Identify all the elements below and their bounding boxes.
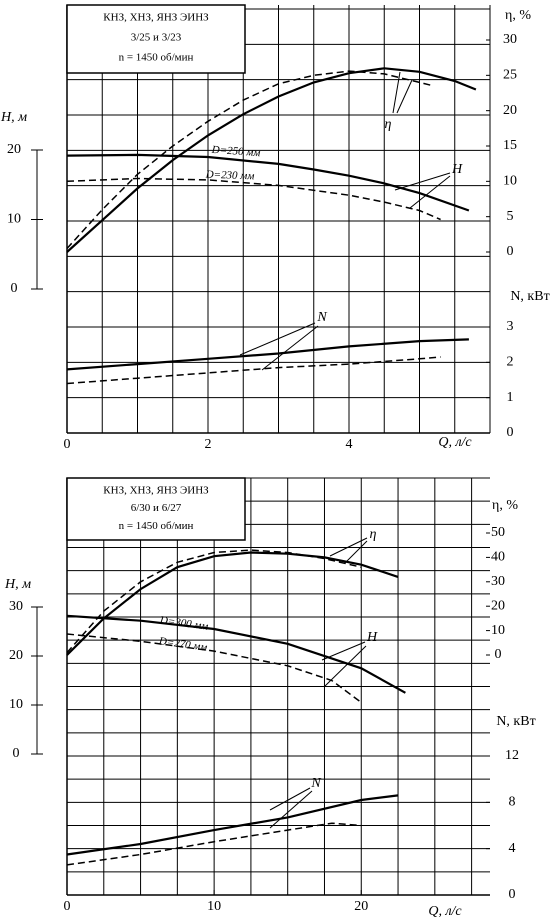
y2-tick-label: 15 bbox=[503, 138, 517, 153]
y3-tick-label: 8 bbox=[509, 795, 516, 810]
curve bbox=[66, 67, 477, 253]
leader-line bbox=[239, 322, 316, 356]
curve bbox=[66, 551, 399, 656]
curve bbox=[66, 338, 469, 371]
y-axis-label: H, м bbox=[4, 577, 31, 592]
annotation: η bbox=[385, 117, 392, 132]
y2-tick-label: 10 bbox=[491, 623, 505, 638]
title-box bbox=[66, 4, 246, 74]
leader-line bbox=[261, 325, 319, 371]
chart-title: КНЗ, ХНЗ, ЯНЗ ЭИНЗ bbox=[103, 12, 209, 24]
curve bbox=[66, 177, 441, 221]
leader-line bbox=[392, 71, 401, 114]
y2-tick-label: 25 bbox=[503, 68, 517, 83]
y3-tick-label: 2 bbox=[507, 355, 514, 370]
annotation: D=230 мм bbox=[204, 169, 254, 183]
leader-line bbox=[344, 540, 368, 564]
leader-line bbox=[269, 790, 313, 829]
y2-tick-label: 0 bbox=[507, 244, 514, 259]
x-tick-label: 4 bbox=[346, 437, 353, 452]
annotation: N bbox=[310, 776, 321, 791]
y2-axis-label: η, % bbox=[505, 8, 531, 23]
curve bbox=[66, 794, 399, 856]
y3-tick-label: 1 bbox=[507, 390, 514, 405]
curve bbox=[66, 356, 441, 385]
leader-line bbox=[269, 787, 311, 811]
annotation: D=270 мм bbox=[157, 635, 208, 654]
y-tick-label: 10 bbox=[7, 212, 21, 227]
y2-tick-label: 30 bbox=[503, 32, 517, 47]
leader-line bbox=[329, 537, 368, 557]
chart-title: n = 1450 об/мин bbox=[119, 520, 194, 532]
annotation: H bbox=[366, 630, 378, 645]
x-tick-label: 2 bbox=[205, 437, 212, 452]
y-tick-label: 10 bbox=[9, 697, 23, 712]
y2-tick-label: 40 bbox=[491, 550, 505, 565]
y2-axis-label: η, % bbox=[492, 498, 518, 513]
x-tick-label: 20 bbox=[354, 899, 368, 914]
y3-axis-label: N, кВт bbox=[496, 714, 535, 729]
x-tick-label: 10 bbox=[207, 899, 221, 914]
y2-tick-label: 10 bbox=[503, 174, 517, 189]
y3-tick-label: 4 bbox=[509, 841, 516, 856]
leader-line bbox=[324, 645, 367, 687]
chart-title: 3/25 и 3/23 bbox=[131, 32, 182, 44]
chart-title: n = 1450 об/мин bbox=[119, 52, 194, 64]
y2-tick-label: 5 bbox=[507, 209, 514, 224]
leader-line bbox=[396, 79, 413, 114]
curve bbox=[66, 153, 470, 212]
annotation: D=250 мм bbox=[210, 144, 260, 159]
y-tick-label: 30 bbox=[9, 599, 23, 614]
x-tick-label: 0 bbox=[64, 899, 71, 914]
x-axis-label: Q, л/с bbox=[438, 435, 472, 450]
x-axis-label: Q, л/с bbox=[428, 904, 462, 919]
curve bbox=[66, 549, 362, 654]
x-tick-label: 0 bbox=[64, 437, 71, 452]
y2-tick-label: 20 bbox=[503, 103, 517, 118]
y-tick-label: 20 bbox=[9, 648, 23, 663]
annotation: η bbox=[370, 527, 377, 542]
curve bbox=[66, 822, 362, 866]
curve bbox=[66, 633, 362, 704]
y3-tick-label: 12 bbox=[505, 748, 519, 763]
y2-tick-label: 20 bbox=[491, 598, 505, 613]
y3-tick-label: 0 bbox=[507, 425, 514, 440]
curve bbox=[66, 70, 434, 250]
y-tick-label: 0 bbox=[11, 281, 18, 296]
annotation: N bbox=[316, 310, 327, 325]
annotation: H bbox=[451, 162, 463, 177]
y3-tick-label: 3 bbox=[507, 319, 514, 334]
leader-line bbox=[409, 175, 451, 209]
y2-tick-label: 0 bbox=[495, 647, 502, 662]
y2-tick-label: 50 bbox=[491, 525, 505, 540]
y2-tick-label: 30 bbox=[491, 574, 505, 589]
y-axis-label: H, м bbox=[0, 110, 27, 125]
chart-title: 6/30 и 6/27 bbox=[131, 502, 182, 514]
y3-axis-label: N, кВт bbox=[510, 289, 549, 304]
leader-line bbox=[394, 172, 451, 191]
curve bbox=[66, 614, 406, 694]
y-tick-label: 20 bbox=[7, 142, 21, 157]
chart-title: КНЗ, ХНЗ, ЯНЗ ЭИНЗ bbox=[103, 485, 209, 497]
leader-line bbox=[321, 641, 366, 661]
title-box bbox=[66, 477, 246, 541]
y3-tick-label: 0 bbox=[509, 887, 516, 902]
y-tick-label: 0 bbox=[13, 746, 20, 761]
